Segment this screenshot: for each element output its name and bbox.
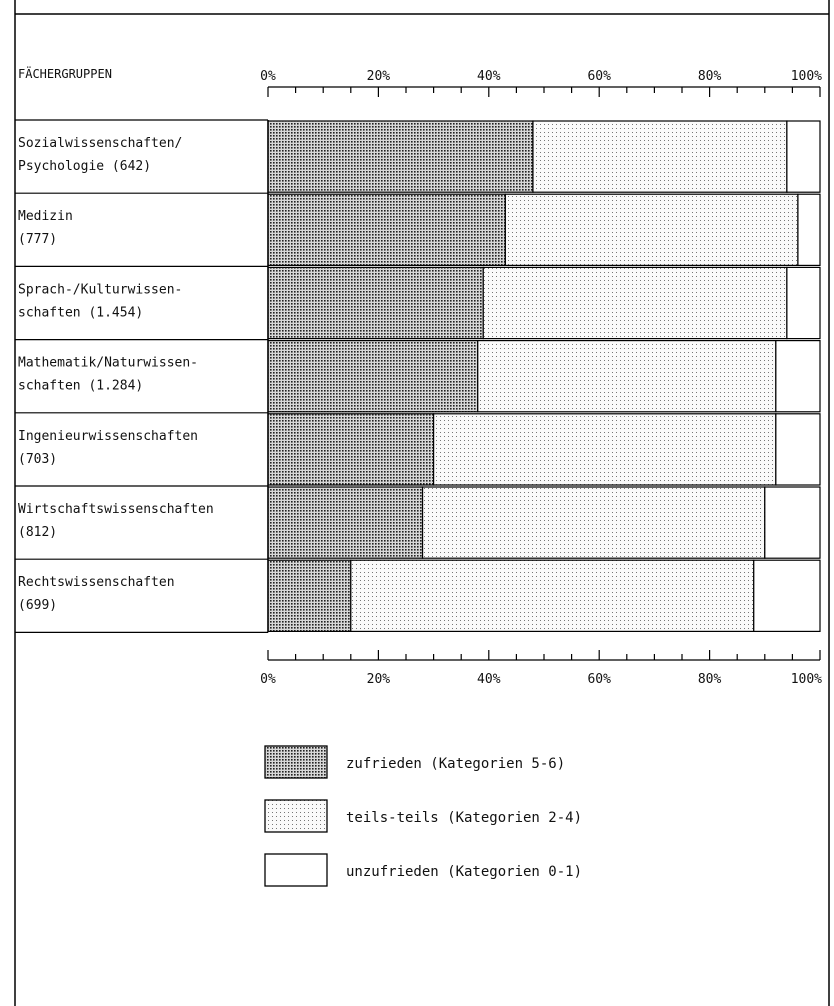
category-label: Ingenieurwissenschaften	[18, 429, 198, 444]
bar-segment-2-row-3	[482, 266, 788, 340]
bar-segment-1-row-3	[267, 266, 484, 340]
top-tick-label: 100%	[791, 69, 822, 84]
category-header: FÄCHERGRUPPEN	[18, 66, 112, 81]
category-label: Sprach-/Kulturwissen-	[18, 282, 182, 297]
category-labels: Sozialwissenschaften/Psychologie (642) Me…	[18, 136, 214, 613]
bottom-tick-label: 20%	[367, 672, 391, 687]
legend: zufrieden (Kategorien 5-6) teils-teils (K…	[264, 745, 582, 887]
category-label: Mathematik/Naturwissen-	[18, 356, 198, 371]
bottom-axis: 0% 20% 40% 60% 80% 100%	[260, 650, 822, 687]
bottom-tick-label: 80%	[698, 672, 722, 687]
bar-segment-3-row-5	[775, 413, 821, 486]
bar-segment-1-row-2	[267, 193, 506, 266]
top-tick-label: 80%	[698, 69, 722, 84]
category-label: (812)	[18, 525, 57, 540]
top-tick-label: 60%	[587, 69, 611, 84]
bottom-tick-label: 0%	[260, 672, 276, 687]
bar-segment-2-row-1	[532, 120, 788, 193]
category-label: (699)	[18, 598, 57, 613]
legend-label-1: zufrieden (Kategorien 5-6)	[346, 756, 565, 772]
bar-segment-2-row-6	[421, 486, 766, 559]
bottom-tick-label: 40%	[477, 672, 501, 687]
bar-segment-2-row-4	[477, 340, 777, 413]
category-label: (777)	[18, 232, 57, 247]
top-tick-label: 40%	[477, 69, 501, 84]
bar-segment-3-row-3	[786, 266, 821, 340]
bar-segment-3-row-7	[753, 559, 821, 633]
category-label: (703)	[18, 452, 57, 467]
bar-segment-1-row-7	[267, 559, 352, 633]
row-separators	[15, 119, 269, 634]
bar-segment-1-row-6	[267, 486, 424, 559]
legend-label-2: teils-teils (Kategorien 2-4)	[346, 810, 582, 826]
bar-segment-3-row-2	[797, 193, 821, 266]
category-label: Wirtschaftswissenschaften	[18, 502, 214, 517]
category-label: Psychologie (642)	[18, 159, 151, 174]
category-label: Rechtswissenschaften	[18, 575, 175, 590]
bar-segment-2-row-2	[504, 193, 799, 266]
bar-segment-3-row-1	[786, 120, 821, 193]
legend-label-3: unzufrieden (Kategorien 0-1)	[346, 864, 582, 880]
category-label: schaften (1.454)	[18, 305, 143, 320]
top-tick-label: 20%	[367, 69, 391, 84]
category-label: schaften (1.284)	[18, 379, 143, 394]
bar-segment-1-row-4	[267, 340, 479, 413]
legend-swatch-2	[264, 799, 328, 833]
bottom-tick-label: 100%	[791, 672, 822, 687]
bars-group	[267, 120, 821, 633]
bar-segment-1-row-5	[267, 413, 435, 486]
category-label: Medizin	[18, 209, 73, 224]
bottom-tick-label: 60%	[587, 672, 611, 687]
legend-swatch-1	[264, 745, 328, 779]
bar-segment-3-row-6	[764, 486, 821, 559]
bar-segment-3-row-4	[775, 340, 821, 413]
bar-segment-1-row-1	[267, 120, 534, 193]
bar-segment-2-row-7	[350, 559, 755, 633]
top-tick-label: 0%	[260, 69, 276, 84]
bar-segment-2-row-5	[433, 413, 777, 486]
category-label: Sozialwissenschaften/	[18, 136, 182, 151]
top-axis: 0% 20% 40% 60% 80% 100%	[260, 69, 822, 97]
legend-swatch-3	[264, 853, 328, 887]
